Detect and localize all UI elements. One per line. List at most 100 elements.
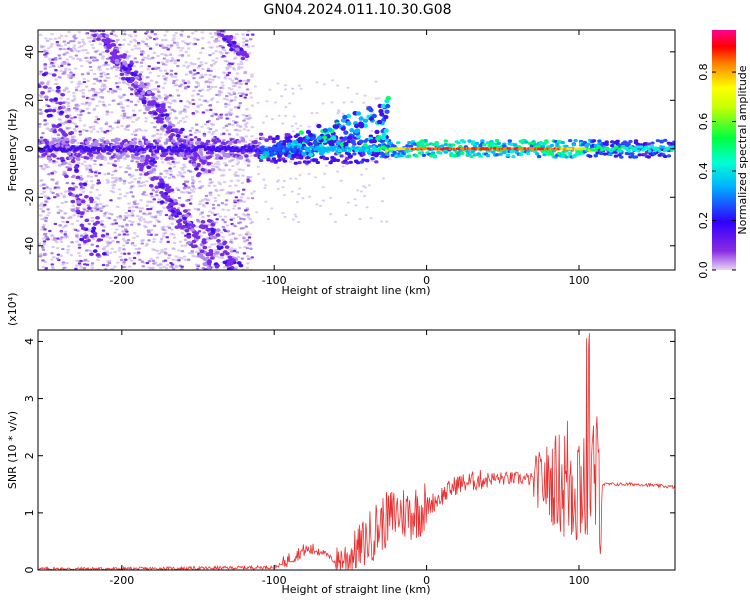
spectrogram-cell xyxy=(91,56,95,59)
spectrogram-cell xyxy=(183,82,188,85)
spectrogram-cell xyxy=(150,30,154,33)
spectrogram-cell xyxy=(78,254,82,258)
spectrogram-cell xyxy=(173,128,179,132)
spectrogram-cell xyxy=(107,261,112,265)
spectrogram-cell xyxy=(88,65,93,69)
spectrogram-cell xyxy=(150,115,154,118)
spectrogram-cell xyxy=(134,168,139,172)
spectrogram-cell xyxy=(375,136,381,141)
spectrogram-cell xyxy=(187,42,192,45)
spectrogram-cell xyxy=(246,178,250,181)
spectrogram-cell xyxy=(169,53,173,56)
spectrogram-cell xyxy=(175,258,179,262)
spectrogram-cell xyxy=(41,265,46,269)
spectrogram-cell xyxy=(112,48,118,53)
spectrogram-cell xyxy=(173,59,178,62)
spectrogram-cell xyxy=(258,132,264,136)
spectrogram-cell xyxy=(47,105,51,108)
spectrogram-cell xyxy=(75,50,80,53)
spectrogram-cell xyxy=(650,141,655,145)
spectrogram-cell xyxy=(77,246,82,249)
spectrogram-cell xyxy=(119,258,124,262)
spectrogram-cell xyxy=(87,222,92,226)
spectrogram-cell xyxy=(164,98,168,101)
spectrogram-cell xyxy=(175,41,180,44)
spectrogram-cell xyxy=(210,36,214,39)
spectrogram-cell xyxy=(95,188,100,192)
spectrogram-cell xyxy=(72,214,77,217)
spectrogram-cell xyxy=(67,126,72,129)
spectrogram-cell xyxy=(120,76,126,81)
spectrogram-cell xyxy=(129,149,134,153)
spectrogram-cell xyxy=(121,237,126,241)
spectrogram-cell xyxy=(356,189,360,192)
spectrogram-cell xyxy=(73,67,78,70)
spectrogram-cell xyxy=(63,190,68,193)
spectrogram-cell xyxy=(125,50,129,53)
spectrogram-cell xyxy=(149,267,154,270)
spectrogram-cell xyxy=(266,158,271,162)
spectrogram-cell xyxy=(224,113,229,116)
spectrogram-cell xyxy=(215,45,220,48)
spectrogram-cell xyxy=(219,30,225,33)
spectrogram-cell xyxy=(247,243,251,246)
spectrogram-cell xyxy=(246,164,251,167)
spectrogram-cell xyxy=(438,151,443,155)
spectrogram-cell xyxy=(361,158,366,162)
spectrogram-cell xyxy=(40,202,44,205)
spectrogram-cell xyxy=(319,204,323,207)
spectrogram-cell xyxy=(200,37,205,40)
spectrogram-cell xyxy=(95,104,99,107)
spectrogram-cell xyxy=(160,100,165,104)
spectrogram-cell xyxy=(384,98,390,104)
spectrogram-cell xyxy=(75,234,79,238)
spectrogram-cell xyxy=(175,78,179,82)
spectrogram-cell xyxy=(236,261,242,265)
spectrogram-cell xyxy=(333,124,340,129)
spectrogram-cell xyxy=(381,132,387,137)
spectrogram-cell xyxy=(170,228,174,231)
spectrogram-cell xyxy=(82,182,88,186)
spectrogram-cell xyxy=(116,103,121,106)
spectrogram-cell xyxy=(116,121,121,124)
spectrogram-cell xyxy=(171,39,175,42)
spectrogram-cell xyxy=(70,159,76,164)
spectrogram-cell xyxy=(127,64,133,68)
spectrogram-cell xyxy=(90,243,95,246)
spectrogram-cell xyxy=(43,85,48,89)
spectrogram-cell xyxy=(234,213,238,216)
spectrogram-cell xyxy=(55,85,61,90)
spectrogram-cell xyxy=(145,204,150,207)
spectrogram-cell xyxy=(179,83,184,86)
spectrogram-cell xyxy=(41,132,45,135)
spectrogram-cell xyxy=(301,151,307,157)
spectrogram-cell xyxy=(156,61,161,64)
spectrogram-cell xyxy=(511,155,516,159)
spectrogram-cell xyxy=(407,154,412,158)
spectrogram-cell xyxy=(68,165,73,169)
spectrogram-cell xyxy=(200,220,206,224)
spectrogram-cell xyxy=(85,51,90,55)
spectrogram-cell xyxy=(139,53,144,56)
spectrogram-cell xyxy=(313,176,317,179)
spectrogram-cell xyxy=(249,221,253,225)
spectrogram-cell xyxy=(127,206,132,209)
spectrogram-cell xyxy=(66,90,71,93)
spectrogram-cell xyxy=(52,238,57,242)
spectrogram-cell xyxy=(82,43,87,46)
spectrogram-cell xyxy=(139,181,143,185)
spectrogram-cell xyxy=(113,231,117,234)
spectrogram-cell xyxy=(157,152,161,155)
spectrogram-cell xyxy=(297,84,301,87)
spectrogram-cell xyxy=(207,131,211,134)
spectrogram-cell xyxy=(200,75,205,79)
spectrogram-cell xyxy=(183,41,188,45)
spectrogram-cell xyxy=(76,161,81,164)
spectrogram-cell xyxy=(194,250,199,254)
spectrogram-cell xyxy=(231,123,235,126)
spectrogram-cell xyxy=(176,188,181,192)
spectrogram-cell xyxy=(148,207,153,211)
spectrogram-cell xyxy=(158,69,163,72)
spectrogram-cell xyxy=(59,44,63,48)
